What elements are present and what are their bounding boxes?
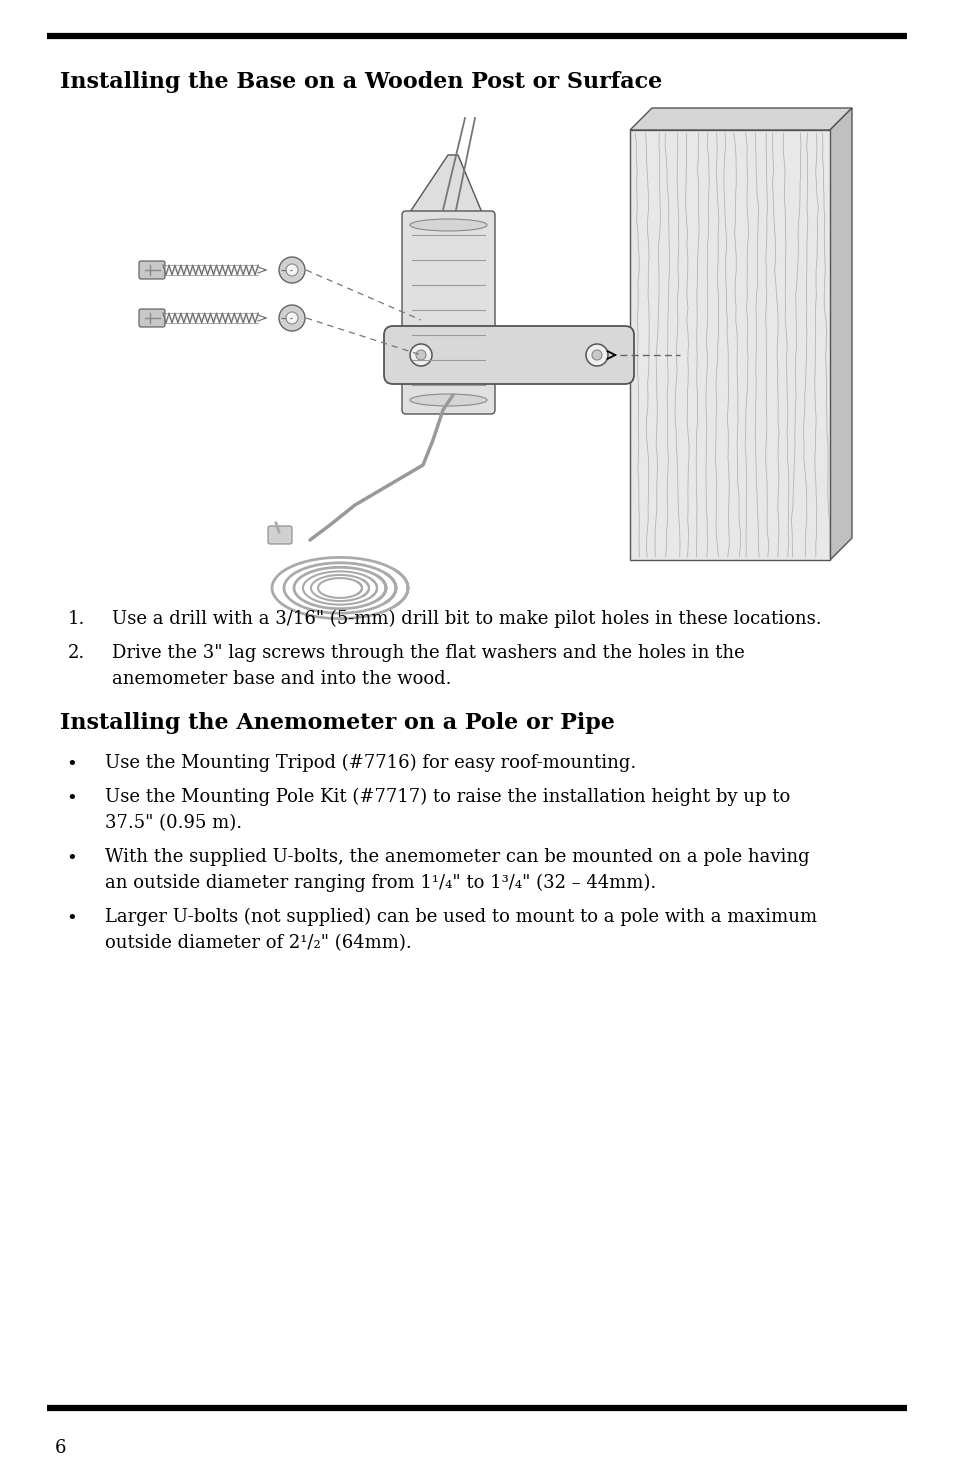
Text: Drive the 3" lag screws through the flat washers and the holes in the: Drive the 3" lag screws through the flat… [112, 645, 744, 662]
Circle shape [416, 350, 426, 360]
Circle shape [278, 257, 305, 283]
FancyBboxPatch shape [139, 261, 165, 279]
Text: anemometer base and into the wood.: anemometer base and into the wood. [112, 670, 451, 687]
Text: outside diameter of 2¹/₂" (64mm).: outside diameter of 2¹/₂" (64mm). [105, 934, 412, 951]
Circle shape [410, 344, 432, 366]
Text: 6: 6 [55, 1440, 67, 1457]
Text: Installing the Anemometer on a Pole or Pipe: Installing the Anemometer on a Pole or P… [60, 712, 615, 735]
Text: 1.: 1. [68, 611, 85, 628]
Text: •: • [66, 791, 76, 808]
Circle shape [286, 313, 297, 324]
Polygon shape [408, 155, 482, 215]
Text: Installing the Base on a Wooden Post or Surface: Installing the Base on a Wooden Post or … [60, 71, 661, 93]
Bar [629, 130, 829, 560]
Circle shape [278, 305, 305, 330]
Text: Use the Mounting Pole Kit (#7717) to raise the installation height by up to: Use the Mounting Pole Kit (#7717) to rai… [105, 788, 789, 807]
FancyBboxPatch shape [401, 211, 495, 414]
FancyBboxPatch shape [384, 326, 634, 384]
Text: 2.: 2. [68, 645, 85, 662]
Text: 37.5" (0.95 m).: 37.5" (0.95 m). [105, 814, 242, 832]
Text: an outside diameter ranging from 1¹/₄" to 1³/₄" (32 – 44mm).: an outside diameter ranging from 1¹/₄" t… [105, 875, 656, 892]
Circle shape [585, 344, 607, 366]
Ellipse shape [410, 394, 486, 406]
Text: Use the Mounting Tripod (#7716) for easy roof-mounting.: Use the Mounting Tripod (#7716) for easy… [105, 754, 636, 773]
Text: Larger U-bolts (not supplied) can be used to mount to a pole with a maximum: Larger U-bolts (not supplied) can be use… [105, 909, 817, 926]
Ellipse shape [410, 218, 486, 232]
Text: •: • [66, 910, 76, 928]
FancyBboxPatch shape [268, 527, 292, 544]
Text: •: • [66, 757, 76, 774]
Circle shape [286, 264, 297, 276]
Polygon shape [829, 108, 851, 560]
Text: •: • [66, 850, 76, 867]
FancyBboxPatch shape [139, 308, 165, 327]
Polygon shape [629, 108, 851, 130]
Circle shape [592, 350, 601, 360]
Text: With the supplied U-bolts, the anemometer can be mounted on a pole having: With the supplied U-bolts, the anemomete… [105, 848, 809, 866]
Text: Use a drill with a 3/16" (5-mm) drill bit to make pilot holes in these locations: Use a drill with a 3/16" (5-mm) drill bi… [112, 611, 821, 628]
